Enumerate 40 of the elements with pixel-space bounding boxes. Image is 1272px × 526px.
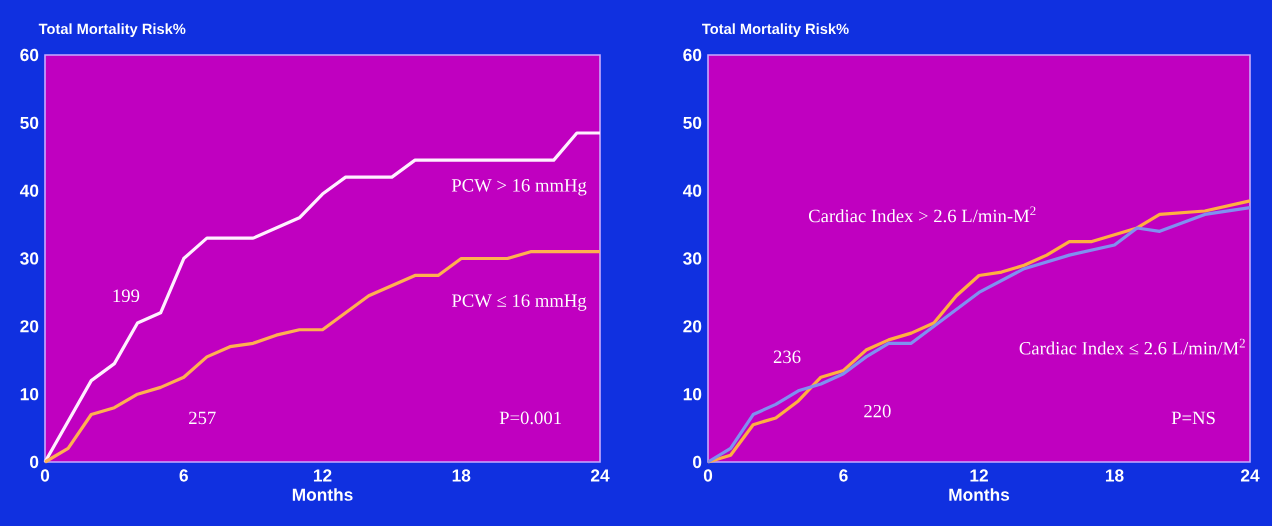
- x-tick-label: 12: [313, 469, 332, 482]
- x-tick-label: 6: [179, 469, 188, 482]
- x-axis-title: Months: [949, 488, 1010, 501]
- x-tick-label: 18: [452, 469, 471, 482]
- y-tick-label: 60: [20, 48, 39, 62]
- y-tick-label: 10: [20, 388, 39, 401]
- x-tick-label: 18: [1105, 469, 1124, 482]
- y-tick-label: 40: [682, 184, 702, 197]
- y-tick-label: 40: [19, 184, 39, 197]
- annotation: P=0.001: [499, 411, 561, 425]
- annotation: 199: [113, 289, 140, 303]
- annotation: P=NS: [1171, 411, 1215, 425]
- y-tick-label: 50: [20, 116, 39, 129]
- x-tick-label: 0: [40, 469, 50, 482]
- line-series: [43, 131, 602, 464]
- y-tick-label: 20: [20, 320, 39, 333]
- annotation: Cardiac Index ≤ 2.6 L/min/M$^{2}$: [1019, 338, 1245, 355]
- chart-title: Total Mortality Risk%: [702, 23, 849, 37]
- y-tick-label: 20: [683, 320, 702, 333]
- series-label: PCW ≤ 16 mmHg: [452, 294, 587, 311]
- x-tick-label: 6: [839, 469, 848, 482]
- x-axis-title: Months: [292, 488, 353, 501]
- annotation: Cardiac Index > 2.6 L/min-M$^{2}$: [808, 206, 1036, 223]
- x-tick-label: 0: [703, 469, 713, 482]
- chart-title: Total Mortality Risk%: [38, 23, 186, 37]
- y-tick-label: 50: [683, 116, 702, 129]
- series-label: PCW > 16 mmHg: [451, 179, 587, 196]
- annotation: 236: [773, 350, 801, 364]
- annotation: 257: [189, 411, 216, 425]
- y-tick-label: 10: [683, 388, 702, 401]
- y-tick-label: 30: [20, 252, 39, 265]
- annotation: 220: [864, 404, 891, 418]
- y-tick-label: 60: [683, 48, 702, 62]
- y-tick-label: 30: [683, 252, 702, 265]
- y-tick-label: 0: [693, 455, 702, 469]
- y-tick-label: 0: [30, 455, 39, 469]
- x-tick-label: 24: [590, 469, 610, 482]
- line-series: [43, 250, 602, 464]
- x-tick-label: 24: [1240, 469, 1260, 482]
- x-tick-label: 12: [970, 469, 988, 482]
